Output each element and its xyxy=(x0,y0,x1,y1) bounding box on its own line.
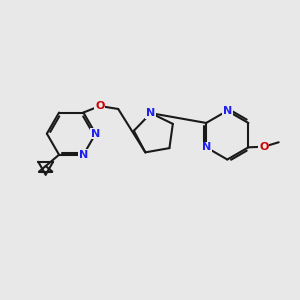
Text: O: O xyxy=(95,101,104,111)
Text: O: O xyxy=(259,142,268,152)
Text: N: N xyxy=(79,150,88,160)
Text: N: N xyxy=(146,108,155,118)
Text: N: N xyxy=(223,106,232,116)
Text: N: N xyxy=(91,129,100,139)
Text: N: N xyxy=(202,142,211,152)
